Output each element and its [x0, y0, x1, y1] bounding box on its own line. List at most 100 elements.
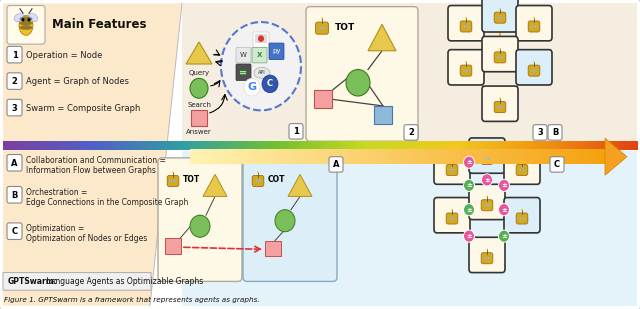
Bar [516, 141, 519, 150]
Text: A: A [12, 159, 18, 168]
Bar [172, 141, 175, 150]
Bar [367, 141, 369, 150]
Circle shape [520, 169, 522, 171]
Circle shape [22, 18, 24, 22]
Bar [18, 141, 20, 150]
Bar [529, 141, 532, 150]
Bar [515, 141, 517, 150]
Bar [56, 141, 58, 150]
Bar [381, 149, 385, 164]
Bar [75, 141, 77, 150]
Text: Swarm = Composite Graph: Swarm = Composite Graph [26, 104, 140, 113]
Bar [627, 141, 629, 150]
Bar [356, 141, 358, 150]
Bar [13, 141, 16, 150]
Bar [430, 141, 433, 150]
Text: API: API [258, 70, 266, 75]
Bar [447, 141, 449, 150]
Bar [100, 141, 103, 150]
Bar [221, 141, 223, 150]
FancyBboxPatch shape [481, 200, 493, 211]
Bar [595, 141, 597, 150]
Bar [115, 141, 118, 150]
Bar [195, 141, 198, 150]
Bar [358, 141, 361, 150]
Bar [68, 141, 71, 150]
Bar [164, 141, 166, 150]
Circle shape [190, 215, 210, 237]
Bar [559, 141, 561, 150]
Bar [481, 149, 485, 164]
Circle shape [500, 56, 502, 58]
Bar [176, 141, 179, 150]
Bar [371, 141, 373, 150]
Bar [227, 141, 230, 150]
Bar [202, 141, 204, 150]
Bar [580, 141, 582, 150]
Bar [314, 91, 332, 108]
Bar [607, 141, 610, 150]
Bar [493, 141, 496, 150]
Bar [109, 141, 111, 150]
Bar [364, 149, 369, 164]
Polygon shape [288, 174, 312, 197]
Bar [443, 149, 448, 164]
Bar [102, 141, 105, 150]
Bar [182, 151, 637, 306]
FancyBboxPatch shape [494, 102, 506, 112]
Bar [349, 141, 352, 150]
Bar [204, 141, 206, 150]
Bar [269, 149, 273, 164]
Circle shape [523, 218, 525, 220]
Circle shape [321, 17, 323, 19]
Ellipse shape [19, 25, 33, 30]
Circle shape [346, 70, 370, 96]
Bar [98, 141, 100, 150]
Bar [165, 238, 181, 254]
Text: Search: Search [187, 102, 211, 108]
FancyBboxPatch shape [460, 21, 472, 32]
Bar [269, 141, 272, 150]
Bar [10, 141, 12, 150]
Bar [252, 141, 255, 150]
Bar [398, 141, 401, 150]
Bar [278, 141, 280, 150]
Bar [431, 149, 435, 164]
Bar [426, 141, 428, 150]
Bar [443, 141, 445, 150]
Bar [556, 149, 560, 164]
Bar [43, 141, 46, 150]
Bar [297, 141, 300, 150]
Bar [318, 141, 321, 150]
Bar [518, 149, 522, 164]
FancyBboxPatch shape [253, 32, 269, 48]
Bar [231, 141, 234, 150]
Bar [388, 141, 390, 150]
FancyBboxPatch shape [482, 86, 518, 121]
Text: Information Flow between Graphs: Information Flow between Graphs [26, 166, 156, 175]
Text: C: C [12, 227, 17, 236]
Bar [58, 141, 61, 150]
Bar [35, 141, 37, 150]
Text: C: C [267, 79, 273, 88]
Bar [434, 141, 436, 150]
Circle shape [488, 204, 490, 206]
Bar [260, 149, 265, 164]
Text: Query: Query [188, 70, 209, 75]
Bar [580, 149, 585, 164]
Bar [215, 149, 220, 164]
Bar [191, 141, 194, 150]
Circle shape [463, 204, 474, 216]
Bar [547, 149, 552, 164]
Bar [265, 149, 269, 164]
Bar [383, 141, 386, 150]
Bar [223, 149, 228, 164]
Bar [601, 141, 604, 150]
Bar [406, 149, 410, 164]
FancyBboxPatch shape [516, 6, 552, 41]
Bar [603, 141, 606, 150]
Bar [584, 149, 589, 164]
Bar [506, 141, 509, 150]
FancyBboxPatch shape [316, 22, 328, 34]
Bar [461, 141, 464, 150]
